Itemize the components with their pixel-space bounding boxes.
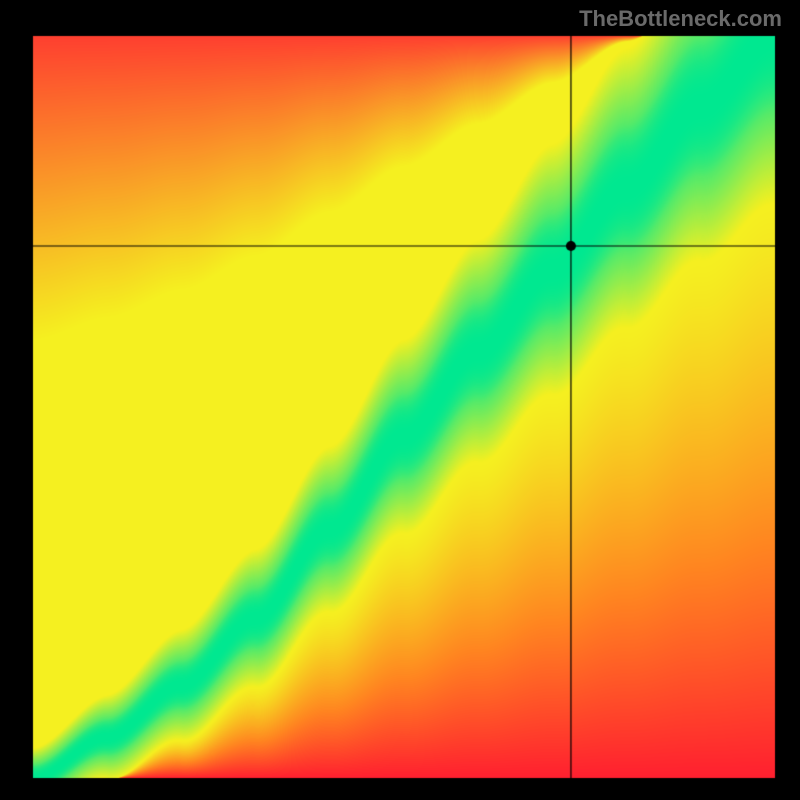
bottleneck-heatmap <box>0 0 800 800</box>
watermark-label: TheBottleneck.com <box>579 6 782 32</box>
chart-container: TheBottleneck.com <box>0 0 800 800</box>
